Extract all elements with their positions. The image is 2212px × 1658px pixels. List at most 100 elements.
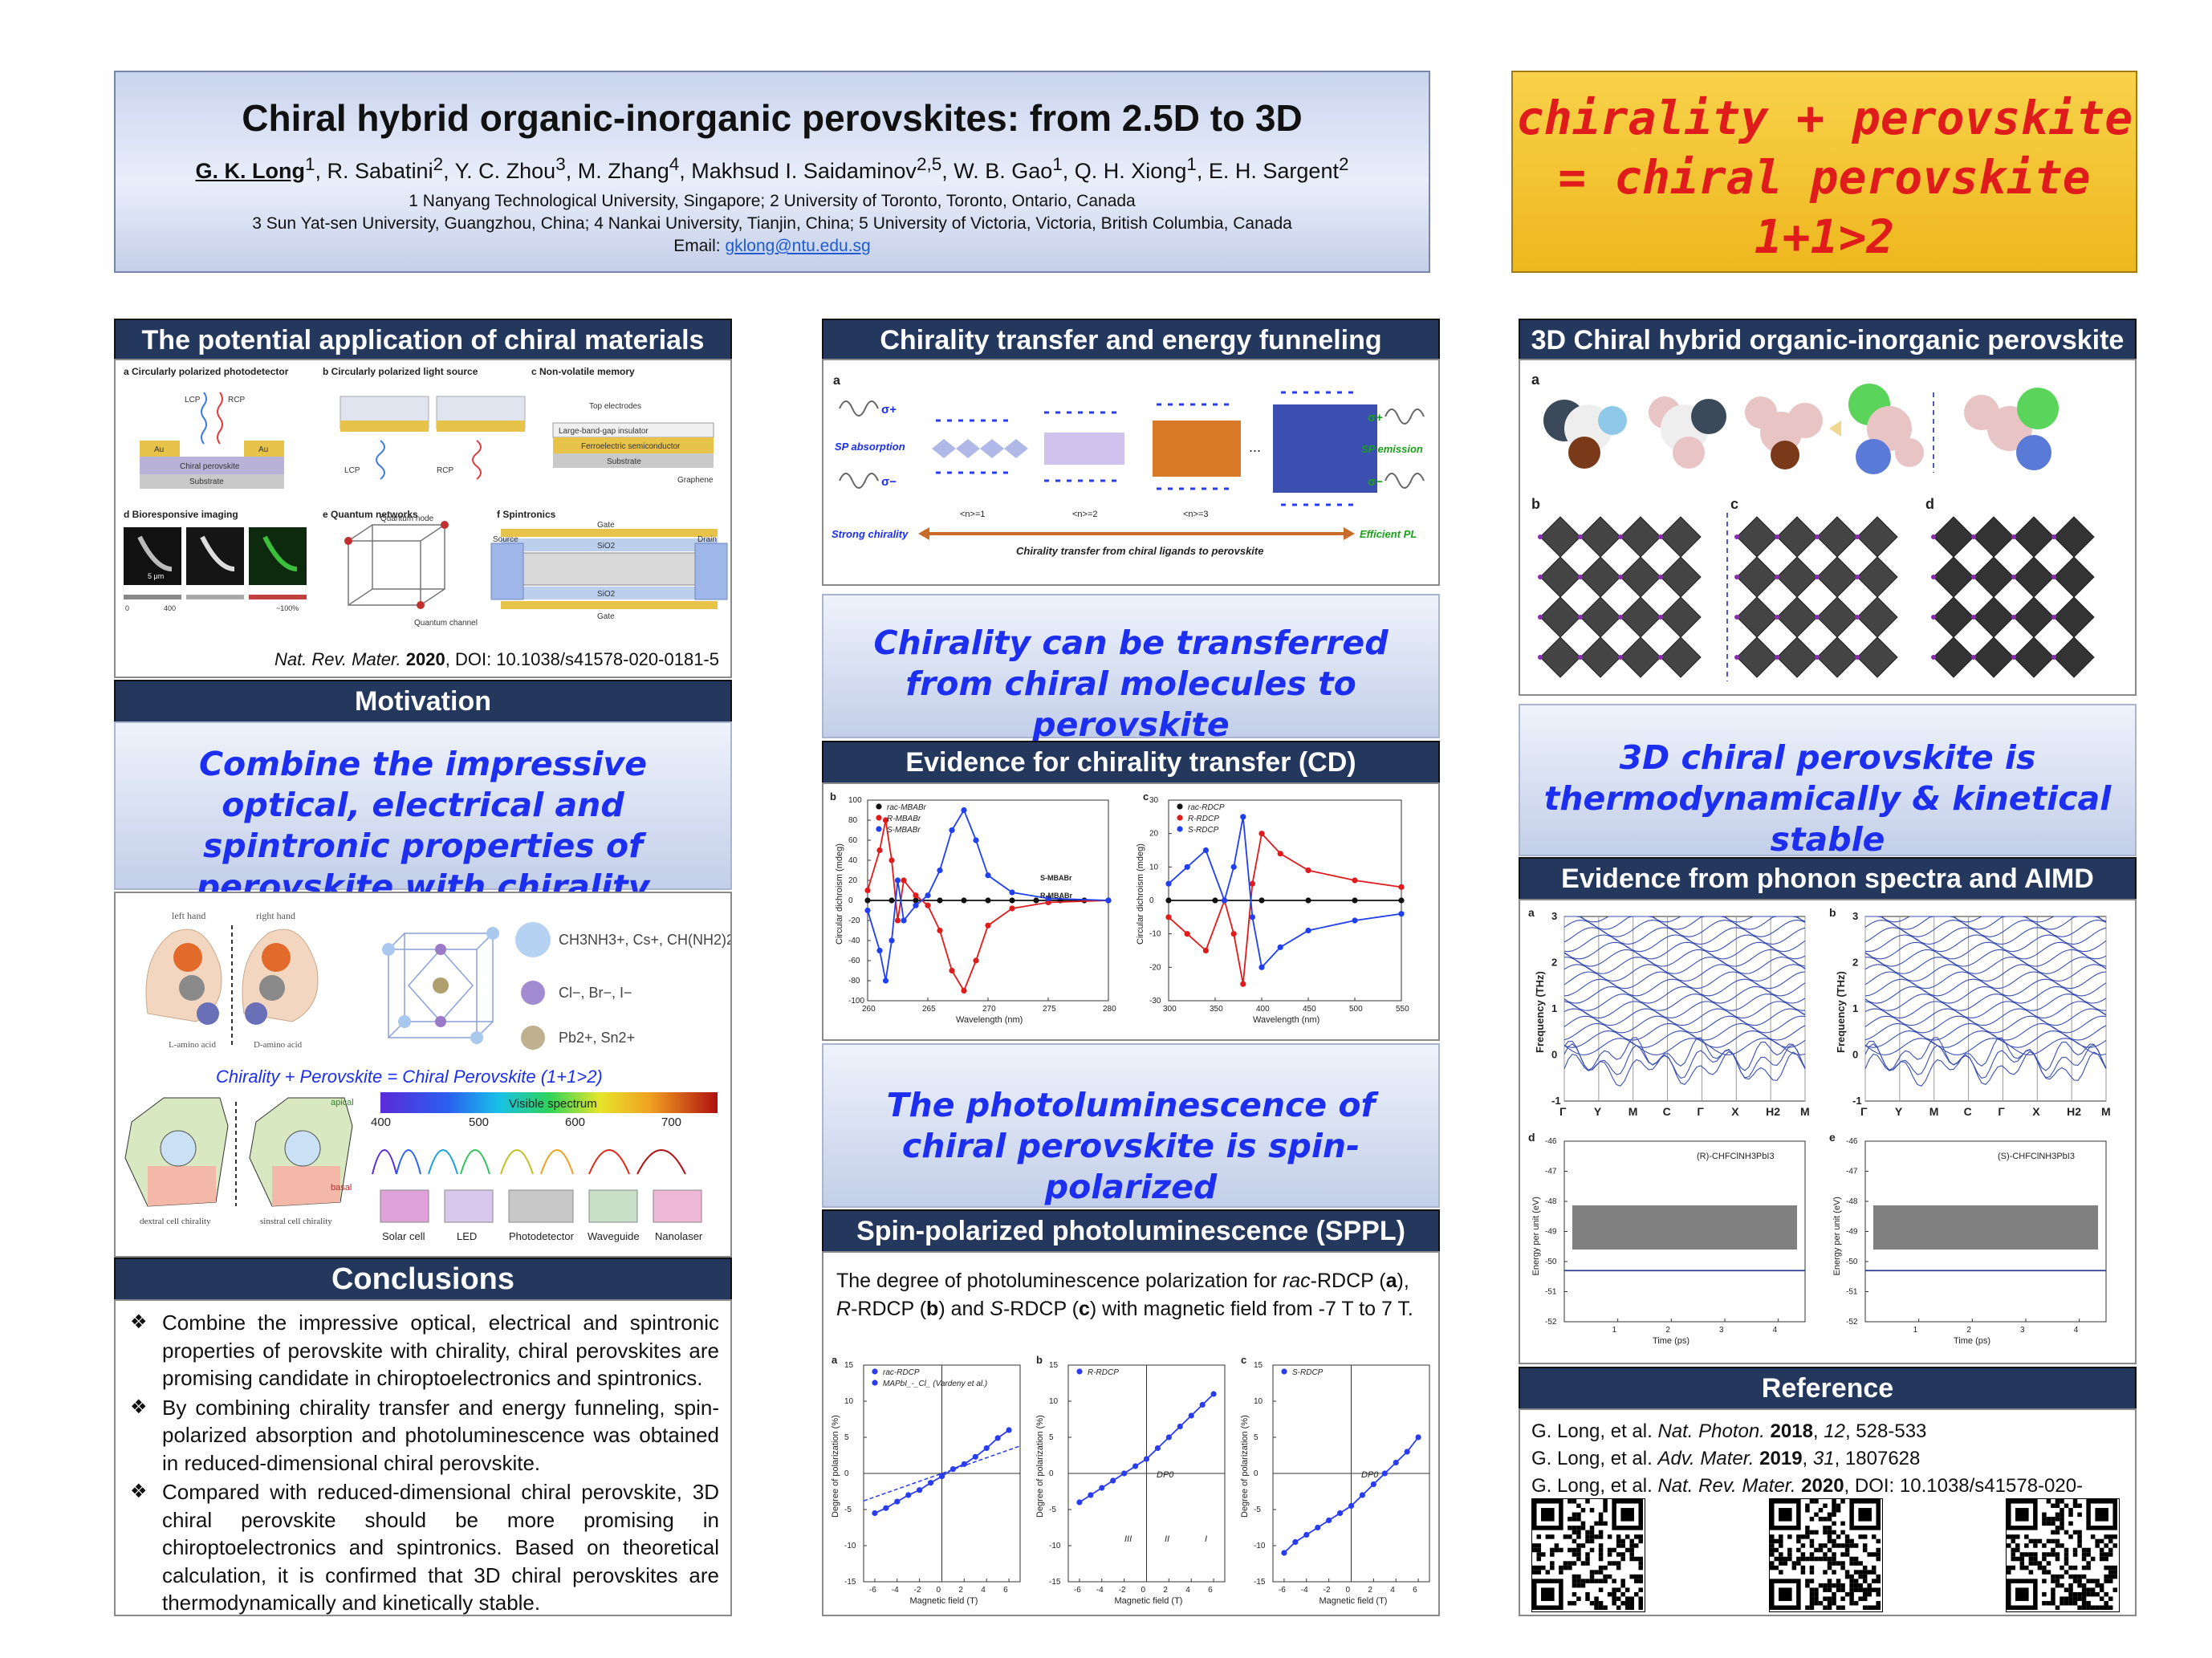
iodide-atom (1578, 534, 1583, 539)
qr-module (1823, 1570, 1828, 1575)
cd-figure: b 260 265 270 275 280 -100 -80 -60 -40 -20 0 20 40 60 8… (822, 782, 1440, 1041)
qr-module (1836, 1508, 1841, 1513)
qr-module (1876, 1591, 1881, 1597)
basal-label: basal (331, 1183, 352, 1193)
qr-module (1580, 1526, 1586, 1530)
qr-module (1849, 1574, 1854, 1579)
iodide-atom (1775, 615, 1779, 620)
qr-module (1616, 1552, 1621, 1557)
reference-item[interactable]: G. Long, et al. Nat. Photon. 2018, 12, 5… (1531, 1420, 1927, 1442)
qr-module (1589, 1547, 1595, 1553)
y-tick-label: -46 (1545, 1137, 1557, 1146)
iodide-atom (1971, 615, 1976, 620)
qr-module (1585, 1534, 1590, 1539)
au-label-left: Au (154, 445, 164, 454)
sigma-minus-left: σ− (881, 475, 897, 489)
data-point (882, 977, 889, 984)
data-point (1076, 1499, 1083, 1506)
data-point (872, 1510, 878, 1517)
data-point (882, 817, 889, 823)
phonon-figure: a -1 0 1 2 3 Γ Y M C Γ X H2 M Frequency (THz) b -1 0 1 2 3 Γ Y… (1519, 899, 2137, 1364)
qr-module (1594, 1521, 1599, 1526)
legend-label: R-RDCP (1188, 815, 1219, 823)
x-tick-label: 300 (1163, 1005, 1177, 1014)
qr-finder-core (1541, 1508, 1555, 1522)
data-point (1165, 1434, 1172, 1441)
data-point (1165, 914, 1172, 920)
x-tick-label: 2 (1163, 1586, 1168, 1595)
phonon-band (1563, 949, 1806, 967)
halide-1 (435, 944, 446, 955)
octahedron (1856, 596, 1898, 638)
qr-module (2112, 1574, 2117, 1579)
colorbar-1 (124, 595, 181, 599)
motivation-title: Motivation (114, 680, 732, 723)
qr-module (2104, 1556, 2108, 1562)
qr-module (1818, 1508, 1824, 1513)
octahedron (1816, 516, 1858, 558)
qr-module (1612, 1547, 1616, 1553)
qr-module (2028, 1561, 2034, 1566)
data-point (1184, 864, 1190, 870)
qr-module (1620, 1543, 1625, 1548)
photodetector-device (508, 1189, 574, 1223)
sigma-plus-left: σ+ (881, 403, 897, 417)
legend-label: R-MBABr (887, 815, 921, 823)
transfer-arrow-label: Chirality transfer from chiral ligands t… (1016, 545, 1263, 557)
qr-module (1876, 1574, 1881, 1579)
applications-graphic: a Circularly polarized photodetector LCP… (124, 366, 728, 628)
sppl-chart-a: a -6 -4 -2 0 2 4 6 -15 -10 -5 0 5 10 15 Magnetic field … (831, 1354, 1021, 1606)
reference-item[interactable]: G. Long, et al. Adv. Mater. 2019, 31, 18… (1531, 1448, 1921, 1469)
qr-module (1585, 1530, 1590, 1535)
iodide-atom (1578, 615, 1583, 620)
y-tick-label: -15 (844, 1578, 856, 1587)
qr-module (1770, 1561, 1775, 1566)
qr-module (1849, 1583, 1854, 1588)
qr-code-1[interactable] (1531, 1498, 1645, 1612)
qr-module (1585, 1591, 1590, 1597)
qr-module (2060, 1583, 2064, 1588)
n3-structure (1153, 403, 1241, 490)
qr-module (1836, 1503, 1841, 1509)
phonon-band (1864, 949, 2107, 967)
phonon-band (1865, 916, 2107, 930)
octahedron (1776, 636, 1818, 678)
qr-module (1536, 1534, 1542, 1539)
qr-module (1809, 1570, 1815, 1575)
qr-code-2[interactable] (1769, 1498, 1883, 1612)
phonon-band (1865, 916, 2107, 923)
email-link[interactable]: gklong@ntu.edu.sg (725, 237, 871, 255)
y-tick-label: -50 (1545, 1258, 1557, 1266)
x-tick-label: 1 (1612, 1326, 1617, 1335)
qr-module (2064, 1503, 2069, 1509)
y-tick-label: -52 (1846, 1318, 1858, 1327)
octahedron (1539, 516, 1581, 558)
qr-module (2064, 1570, 2069, 1575)
data-point (1099, 1485, 1105, 1491)
sppl-caption: The degree of photoluminescence polariza… (836, 1267, 1430, 1323)
qr-module (2042, 1517, 2047, 1522)
sppl-chart-c: c -6 -4 -2 0 2 4 6 -15 -10 -5 0 5 10 15 Magnetic field … (1240, 1354, 1430, 1606)
qr-module (2024, 1565, 2029, 1571)
qr-module (2090, 1534, 2096, 1539)
data-point (1222, 897, 1228, 904)
data-point (1006, 1427, 1012, 1433)
qr-module (1554, 1547, 1559, 1553)
high-sym-label: M (1800, 1105, 1810, 1118)
iodide-atom (1815, 655, 1820, 660)
funnel-panel-letter: a (833, 374, 840, 388)
lcp-label-a: LCP (185, 396, 201, 404)
qr-module (1624, 1547, 1630, 1553)
qr-finder-core (2015, 1587, 2029, 1601)
chiral3d-section-title: 3D Chiral hybrid organic-inorganic perov… (1519, 319, 2137, 362)
qr-module (2104, 1543, 2108, 1548)
qr-module (1805, 1530, 1810, 1535)
qr-module (1638, 1600, 1643, 1606)
left-hand-shape (145, 929, 222, 1022)
qr-module (1827, 1605, 1832, 1610)
sio2-label-bottom: SiO2 (597, 590, 616, 599)
app-citation-journal: Nat. Rev. Mater. (274, 649, 401, 669)
qr-code-3[interactable] (2006, 1498, 2120, 1612)
funnel-graphic: a σ+ σ− SP absorption ... <n>=1 (832, 374, 1425, 557)
apical-label: apical (331, 1098, 354, 1107)
